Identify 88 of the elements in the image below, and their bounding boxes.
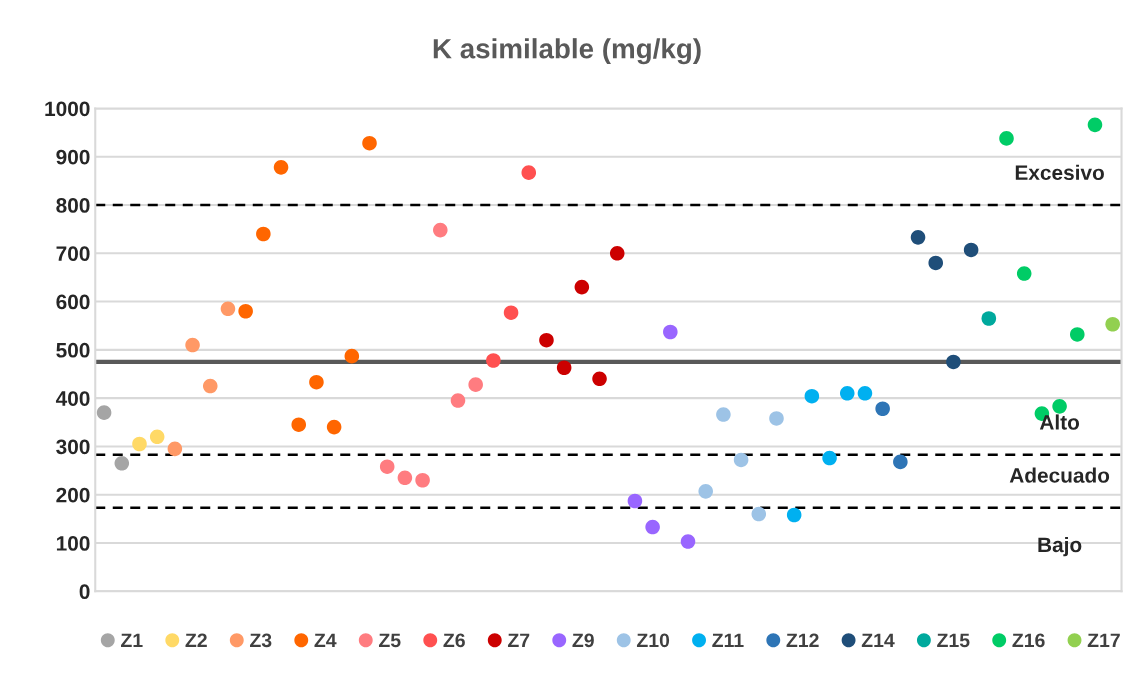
y-tick-label: 600 xyxy=(56,294,90,310)
point xyxy=(202,378,218,394)
point xyxy=(556,360,572,376)
point xyxy=(362,135,377,151)
point xyxy=(1087,117,1103,133)
point xyxy=(503,305,519,320)
point xyxy=(397,470,413,486)
legend-label: Z5 xyxy=(378,633,401,648)
y-tick-label: 1000 xyxy=(45,101,90,117)
legend-label: Z12 xyxy=(786,633,819,648)
point xyxy=(415,472,430,488)
legend-label: Z17 xyxy=(1087,633,1120,648)
point xyxy=(839,386,855,401)
point xyxy=(875,401,890,417)
point xyxy=(716,407,731,422)
point xyxy=(663,324,678,340)
point xyxy=(132,436,147,452)
point xyxy=(645,519,660,535)
point xyxy=(433,222,448,238)
legend-label: Z16 xyxy=(1012,633,1045,648)
ref-line-label: Alto xyxy=(1039,414,1080,430)
point xyxy=(167,441,183,457)
point xyxy=(609,246,625,261)
point xyxy=(1016,266,1032,281)
point xyxy=(220,301,236,317)
legend-label: Z14 xyxy=(861,633,895,648)
point xyxy=(627,493,643,509)
legend-label: Z2 xyxy=(185,633,207,648)
point xyxy=(96,405,112,420)
y-tick-label: 900 xyxy=(56,149,90,165)
y-tick-label: 500 xyxy=(56,342,90,358)
y-tick-label: 700 xyxy=(56,246,90,262)
point xyxy=(946,354,961,370)
legend-label: Z11 xyxy=(712,633,744,648)
point xyxy=(273,160,289,175)
point xyxy=(857,386,873,401)
point xyxy=(238,303,253,319)
point xyxy=(379,459,395,474)
chart-title: K asimilable (mg/kg) xyxy=(433,38,701,65)
point xyxy=(698,484,713,499)
point xyxy=(999,131,1014,146)
annotation: Bajo xyxy=(1038,536,1082,557)
point xyxy=(822,450,837,466)
legend-label: Z10 xyxy=(636,633,670,648)
y-tick-label: 100 xyxy=(56,536,90,551)
point xyxy=(592,371,607,387)
point xyxy=(1105,316,1120,332)
legend-label: Z9 xyxy=(572,633,594,648)
point xyxy=(149,429,165,445)
ref-line-label: Adecuado xyxy=(1009,467,1110,483)
point xyxy=(326,419,342,435)
point xyxy=(733,452,749,468)
point xyxy=(486,353,501,368)
point xyxy=(963,242,979,258)
point xyxy=(309,374,324,390)
legend-label: Z4 xyxy=(314,633,337,648)
point xyxy=(574,279,590,295)
legend-label: Z1 xyxy=(121,633,143,648)
y-tick-label: 200 xyxy=(56,487,90,503)
point xyxy=(928,255,944,271)
point xyxy=(804,388,820,404)
legend-label: Z7 xyxy=(507,633,530,648)
point xyxy=(114,456,130,471)
point xyxy=(981,311,997,326)
point xyxy=(680,534,696,549)
point xyxy=(450,393,466,408)
y-tick-label: 0 xyxy=(79,584,90,600)
point xyxy=(256,226,271,242)
point xyxy=(291,417,307,432)
point xyxy=(1052,399,1067,414)
point xyxy=(468,377,483,392)
legend-label: Z15 xyxy=(937,633,970,648)
point xyxy=(539,332,554,348)
point xyxy=(344,348,360,364)
point xyxy=(521,165,537,180)
y-tick-label: 800 xyxy=(56,198,90,213)
point xyxy=(751,506,767,522)
point xyxy=(185,337,200,353)
ref-line-label: Excesivo xyxy=(1015,164,1104,181)
point xyxy=(786,507,802,523)
y-tick-label: 400 xyxy=(55,391,90,406)
point xyxy=(769,411,784,426)
point xyxy=(1070,327,1085,342)
point xyxy=(910,230,926,245)
legend-label: Z3 xyxy=(249,633,272,648)
legend-label: Z6 xyxy=(443,633,465,648)
point xyxy=(893,454,908,470)
y-tick-label: 300 xyxy=(56,439,90,455)
